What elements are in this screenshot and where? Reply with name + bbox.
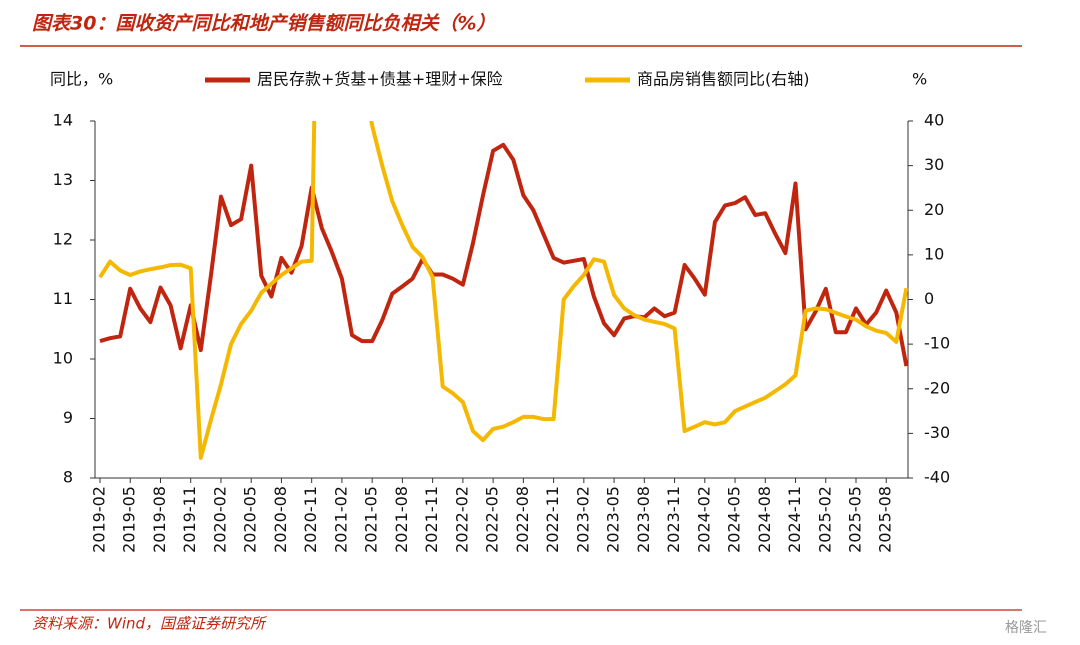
y-tick-label: 9 [63,408,73,427]
y-tick-label: 10 [53,349,73,368]
x-tick-label: 2021-08 [392,486,411,553]
x-tick-label: 2019-02 [90,486,109,553]
x-tick-label: 2023-02 [573,486,592,553]
y2-tick-label: 10 [924,244,944,263]
y2-tick-label: 30 [924,155,944,174]
x-tick-label: 2021-11 [422,486,441,553]
x-tick-label: 2024-02 [694,486,713,553]
source: 资料来源：Wind，国盛证券研究所 [32,615,267,633]
x-tick-label: 2021-02 [331,486,350,553]
y2-tick-label: 40 [924,111,944,130]
y-tick-label: 8 [63,468,73,487]
y2-tick-label: -20 [924,378,950,397]
x-tick-label: 2020-02 [210,486,229,553]
legend-label: 居民存款+货基+债基+理财+保险 [257,70,503,89]
x-tick-label: 2019-11 [180,486,199,553]
legend-label: 商品房销售额同比(右轴) [637,70,810,89]
y-tick-label: 13 [53,170,73,189]
x-tick-label: 2020-05 [241,486,260,553]
x-tick-label: 2022-11 [543,486,562,553]
x-tick-label: 2021-05 [362,486,381,553]
x-tick-label: 2022-05 [483,486,502,553]
x-tick-label: 2025-02 [815,486,834,553]
series-line [98,121,909,460]
x-tick-label: 2024-11 [785,486,804,553]
x-tick-label: 2024-05 [725,486,744,553]
y2-tick-label: 0 [924,289,934,308]
chart-title: 图表30：国收资产同比和地产销售额同比负相关（%） [32,13,495,35]
x-tick-label: 2022-02 [452,486,471,553]
x-tick-label: 2024-08 [755,486,774,553]
x-tick-label: 2023-11 [664,486,683,553]
y2-tick-label: -40 [924,468,950,487]
watermark: 格隆汇 [1005,620,1047,636]
y2-axis-label: % [912,70,927,89]
x-tick-label: 2025-08 [876,486,895,553]
y2-tick-label: 20 [924,200,944,219]
y-tick-label: 12 [53,230,73,249]
x-tick-label: 2020-11 [301,486,320,553]
y-tick-label: 14 [53,111,73,130]
x-tick-label: 2025-05 [846,486,865,553]
x-tick-label: 2023-08 [634,486,653,553]
y2-tick-label: -30 [924,423,950,442]
x-tick-label: 2019-05 [120,486,139,553]
x-tick-label: 2019-08 [150,486,169,553]
x-tick-label: 2022-08 [513,486,532,553]
y-axis-label: 同比，% [50,70,113,89]
series-line [99,142,909,367]
x-tick-label: 2023-05 [604,486,623,553]
y2-tick-label: -10 [924,334,950,353]
y-tick-label: 11 [53,289,73,308]
x-tick-label: 2020-08 [271,486,290,553]
